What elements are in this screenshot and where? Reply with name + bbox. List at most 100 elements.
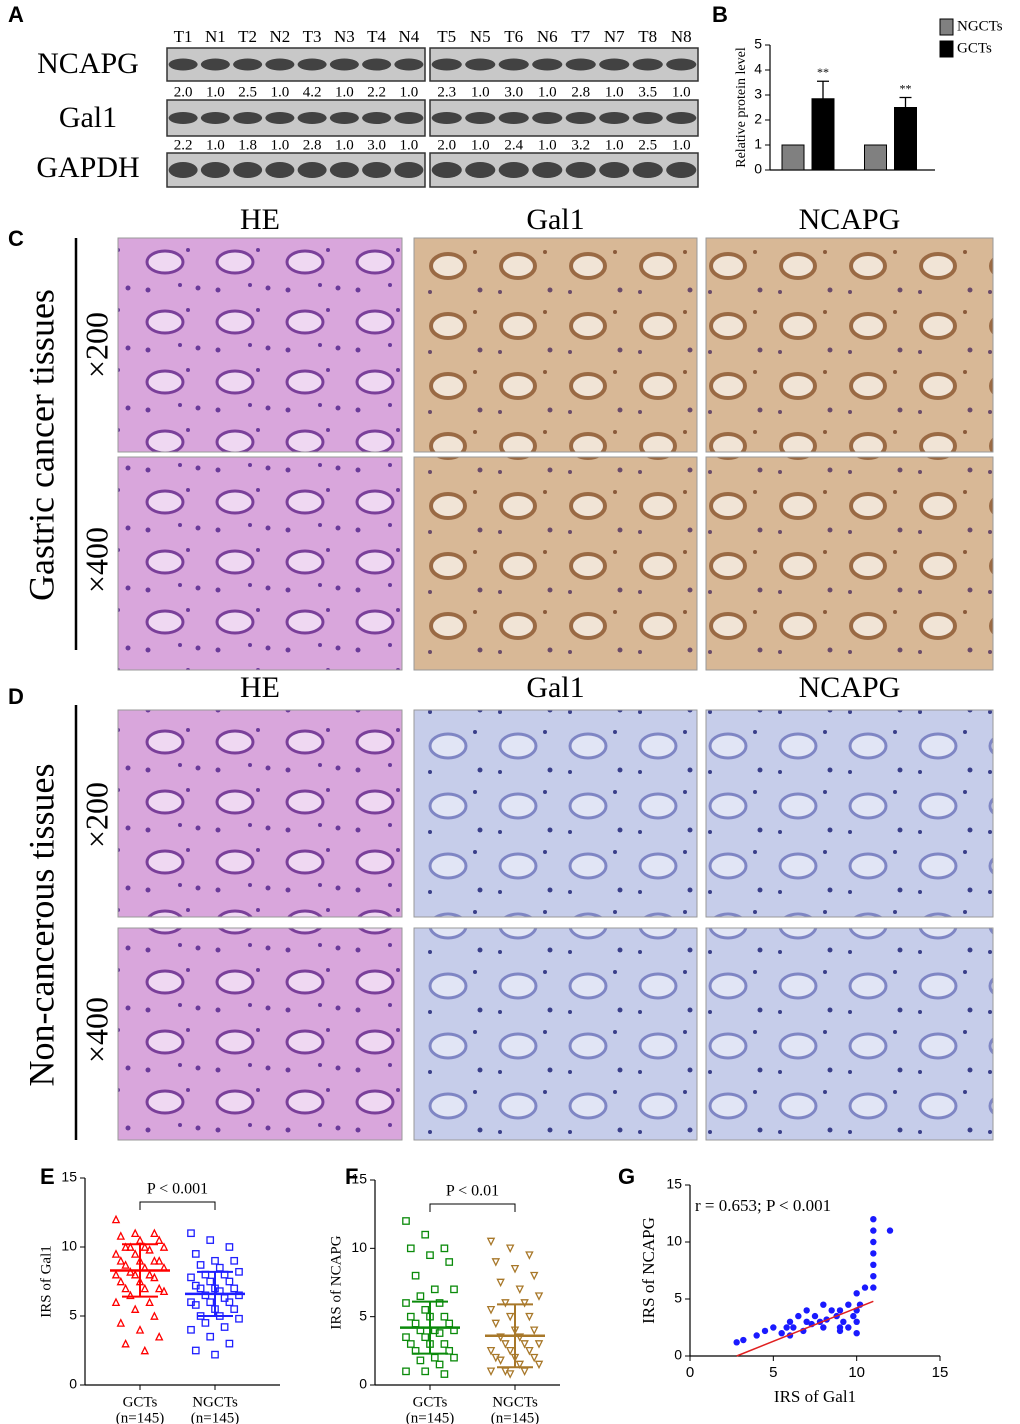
band xyxy=(431,112,462,124)
data-point xyxy=(196,1284,205,1293)
data-point xyxy=(145,1245,154,1254)
significance: ** xyxy=(817,65,829,79)
band xyxy=(599,58,630,71)
data-point xyxy=(225,1277,234,1286)
data-point xyxy=(206,1332,215,1341)
data-point xyxy=(411,1271,420,1280)
data-point xyxy=(225,1339,234,1348)
column-header: HE xyxy=(240,671,280,704)
data-point xyxy=(150,1272,159,1282)
data-point xyxy=(121,1242,130,1251)
data-point xyxy=(886,1227,894,1234)
band-ratio: 1.0 xyxy=(672,84,691,100)
y-tick-label: 5 xyxy=(359,1307,367,1323)
data-point xyxy=(870,1227,877,1234)
band xyxy=(431,58,462,71)
data-point xyxy=(850,1312,857,1320)
data-point xyxy=(440,1312,449,1321)
band-ratio: 1.0 xyxy=(206,84,225,100)
y-tick-label: 15 xyxy=(351,1171,367,1187)
y-tick-label: 10 xyxy=(61,1238,77,1254)
data-point xyxy=(496,1333,505,1342)
y-tick-label: 10 xyxy=(351,1239,367,1255)
data-point xyxy=(525,1346,534,1356)
y-tick-label: 10 xyxy=(666,1233,682,1249)
x-tick-label: NGCTs xyxy=(192,1394,238,1410)
band xyxy=(394,162,424,178)
data-point xyxy=(534,1340,544,1349)
data-point xyxy=(121,1338,130,1348)
y-tick-label: 0 xyxy=(754,161,762,177)
band xyxy=(297,162,327,178)
data-point xyxy=(861,1284,869,1291)
x-tick-label: 15 xyxy=(932,1364,949,1381)
band xyxy=(632,112,663,124)
band xyxy=(329,112,359,124)
band-ratio: 3.0 xyxy=(367,137,386,153)
protein-label: Gal1 xyxy=(59,101,117,134)
band xyxy=(465,162,496,178)
data-point xyxy=(534,1292,544,1301)
band-ratio: 1.0 xyxy=(335,84,354,100)
magnification: ×400 xyxy=(78,527,114,593)
legend-swatch xyxy=(939,40,954,58)
panel-label: F xyxy=(345,1164,358,1189)
data-point xyxy=(853,1290,860,1297)
data-point xyxy=(778,1330,785,1337)
band xyxy=(168,58,198,71)
data-point xyxy=(416,1356,425,1365)
micrograph xyxy=(413,237,698,453)
data-point xyxy=(187,1325,195,1334)
data-point xyxy=(820,1324,827,1331)
data-point xyxy=(803,1307,810,1314)
bar xyxy=(894,107,917,171)
data-point xyxy=(501,1340,510,1349)
data-point xyxy=(126,1242,135,1251)
p-value: P < 0.001 xyxy=(147,1181,208,1198)
data-point xyxy=(402,1217,410,1225)
lane-label: T4 xyxy=(367,27,386,46)
sd-bar xyxy=(197,1270,233,1317)
data-point xyxy=(191,1346,200,1355)
data-point xyxy=(520,1340,529,1349)
data-point xyxy=(440,1370,449,1378)
band xyxy=(362,112,392,124)
data-point xyxy=(406,1312,415,1321)
data-point xyxy=(753,1332,760,1339)
data-point xyxy=(130,1228,140,1238)
y-axis-label: IRS of NCAPG xyxy=(328,1235,344,1329)
lane-label: N2 xyxy=(269,27,290,46)
data-point xyxy=(135,1235,145,1244)
lane-label: T8 xyxy=(638,27,657,46)
data-point xyxy=(154,1283,164,1293)
data-point xyxy=(421,1305,430,1314)
data-point xyxy=(191,1250,200,1258)
significance-bracket xyxy=(139,1201,216,1210)
data-point xyxy=(783,1324,790,1331)
band xyxy=(168,162,198,178)
band xyxy=(200,162,230,178)
data-point xyxy=(154,1235,164,1244)
y-tick-label: 0 xyxy=(69,1376,77,1392)
data-point xyxy=(206,1277,215,1286)
data-point xyxy=(220,1323,229,1331)
band-ratio: 2.8 xyxy=(303,137,322,153)
data-point xyxy=(450,1353,458,1362)
band xyxy=(329,162,359,178)
lane-label: N4 xyxy=(398,27,419,46)
bar xyxy=(781,144,805,171)
band-ratio: 2.0 xyxy=(437,137,456,153)
band xyxy=(565,58,596,71)
band-ratio: 1.0 xyxy=(538,137,557,153)
data-point xyxy=(225,1243,234,1251)
y-tick-label: 5 xyxy=(674,1290,682,1306)
band xyxy=(532,162,563,178)
sd-bar xyxy=(412,1300,448,1355)
data-point xyxy=(870,1216,877,1223)
data-point xyxy=(421,1367,430,1376)
data-point xyxy=(191,1301,200,1309)
y-axis-label: IRS of NCAPG xyxy=(639,1217,658,1324)
data-point xyxy=(845,1301,852,1308)
lane-label: N1 xyxy=(205,27,226,46)
